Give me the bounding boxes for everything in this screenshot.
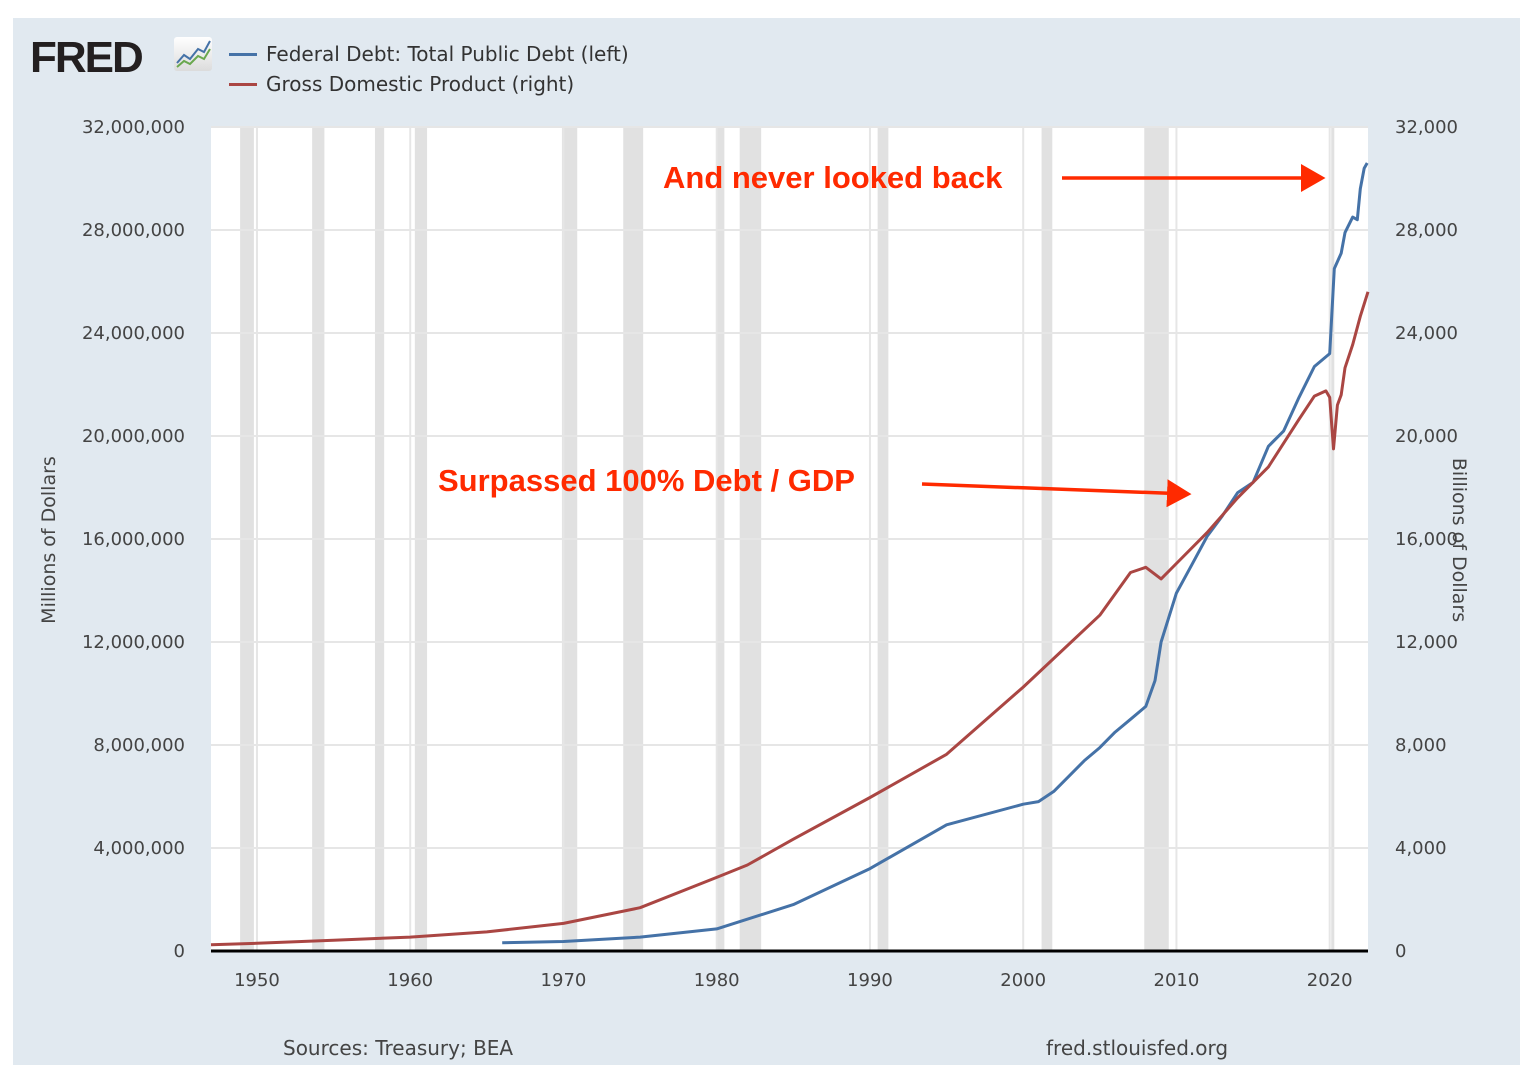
legend-label-gdp: Gross Domestic Product (right) xyxy=(266,72,575,96)
y-left-tick-label: 24,000,000 xyxy=(82,323,185,344)
x-tick-label: 1950 xyxy=(234,970,280,991)
legend-swatch-debt xyxy=(229,52,257,56)
x-tick-label: 1970 xyxy=(541,970,587,991)
annotation-never-looked-back: And never looked back xyxy=(663,160,1003,195)
x-tick-label: 1980 xyxy=(694,970,740,991)
x-tick-label: 2020 xyxy=(1307,970,1353,991)
debt-series-line xyxy=(502,162,1369,945)
annotation-surpassed-100: Surpassed 100% Debt / GDP xyxy=(438,463,855,498)
y-right-label: Billions of Dollars xyxy=(1448,458,1470,622)
y-right-tick-label: 32,000 xyxy=(1395,117,1458,138)
y-left-tick-label: 4,000,000 xyxy=(93,838,185,859)
legend-item-debt[interactable]: Federal Debt: Total Public Debt (left) xyxy=(229,42,629,66)
legend-label-debt: Federal Debt: Total Public Debt (left) xyxy=(266,42,629,66)
y-left-tick-label: 16,000,000 xyxy=(82,529,185,550)
legend-swatch-gdp xyxy=(229,82,257,86)
y-right-tick-label: 24,000 xyxy=(1395,323,1458,344)
y-right-tick-label: 16,000 xyxy=(1395,529,1458,550)
y-right-tick-label: 12,000 xyxy=(1395,632,1458,653)
y-right-tick-label: 28,000 xyxy=(1395,220,1458,241)
x-tick-label: 1990 xyxy=(847,970,893,991)
line-chart-icon xyxy=(174,37,212,71)
sources-note: Sources: Treasury; BEA xyxy=(283,1036,514,1060)
fred-site-link[interactable]: fred.stlouisfed.org xyxy=(1046,1036,1229,1060)
y-left-tick-label: 0 xyxy=(174,941,185,962)
gdp-series-line xyxy=(210,291,1370,947)
y-right-tick-label: 8,000 xyxy=(1395,735,1447,756)
y-left-tick-label: 12,000,000 xyxy=(82,632,185,653)
legend-item-gdp[interactable]: Gross Domestic Product (right) xyxy=(229,72,574,96)
x-tick-label: 2010 xyxy=(1154,970,1200,991)
y-right-tick-label: 20,000 xyxy=(1395,426,1458,447)
line-chart-icon-graphic xyxy=(176,40,211,68)
y-left-tick-label: 20,000,000 xyxy=(82,426,185,447)
y-left-tick-label: 28,000,000 xyxy=(82,220,185,241)
x-tick-label: 1960 xyxy=(387,970,433,991)
y-left-label: Millions of Dollars xyxy=(38,456,60,624)
x-tick-label: 2000 xyxy=(1000,970,1046,991)
y-left-tick-label: 32,000,000 xyxy=(82,117,185,138)
y-right-tick-label: 0 xyxy=(1395,941,1406,962)
fred-logo[interactable]: FRED xyxy=(30,33,144,82)
y-left-tick-label: 8,000,000 xyxy=(93,735,185,756)
annotation-arrow-2 xyxy=(921,479,1192,508)
y-right-tick-label: 4,000 xyxy=(1395,838,1447,859)
